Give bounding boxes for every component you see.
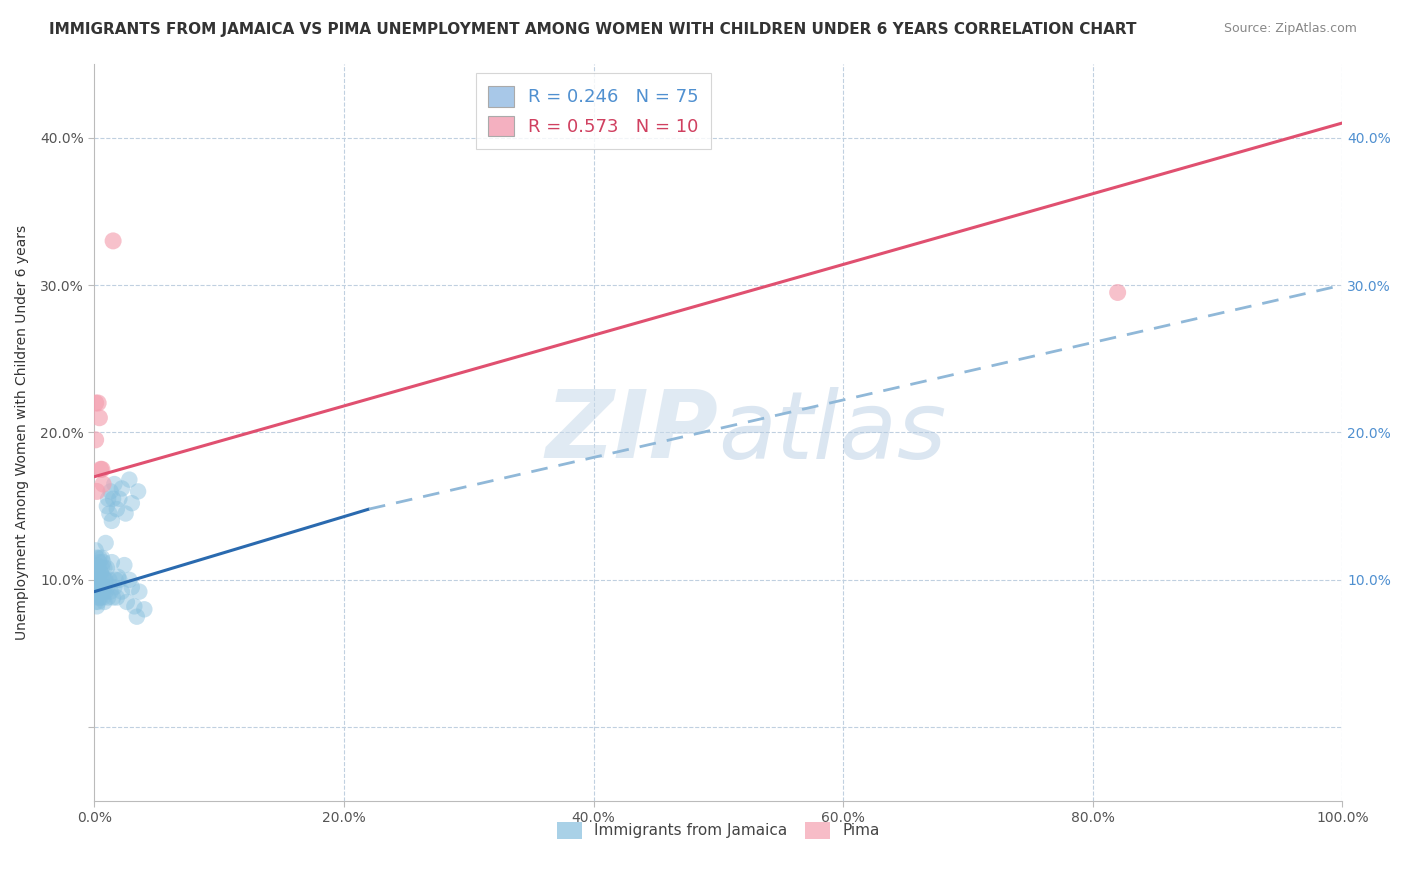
Point <box>103 477 125 491</box>
Legend: Immigrants from Jamaica, Pima: Immigrants from Jamaica, Pima <box>551 816 886 845</box>
Point <box>90 561 112 575</box>
Point <box>91 555 114 569</box>
Point <box>87 561 110 575</box>
Point <box>125 609 148 624</box>
Point <box>90 580 112 594</box>
Point <box>84 595 107 609</box>
Point <box>90 462 112 476</box>
Point <box>98 507 121 521</box>
Point <box>84 588 107 602</box>
Point <box>134 602 156 616</box>
Point <box>91 477 114 491</box>
Point <box>121 496 143 510</box>
Point <box>90 462 112 476</box>
Point <box>101 491 124 506</box>
Point <box>105 502 128 516</box>
Point <box>101 555 124 569</box>
Point <box>105 591 128 605</box>
Y-axis label: Unemployment Among Women with Children Under 6 years: Unemployment Among Women with Children U… <box>15 225 30 640</box>
Point <box>112 558 135 573</box>
Point <box>97 591 120 605</box>
Point <box>104 573 127 587</box>
Point <box>84 433 107 447</box>
Point <box>118 573 141 587</box>
Point <box>94 536 117 550</box>
Point <box>89 573 111 587</box>
Point <box>90 573 112 587</box>
Point <box>91 570 114 584</box>
Point <box>1107 285 1129 300</box>
Point <box>87 595 110 609</box>
Point <box>93 580 115 594</box>
Point <box>87 584 110 599</box>
Point <box>93 595 115 609</box>
Point <box>100 584 122 599</box>
Point <box>114 507 136 521</box>
Point <box>94 573 117 587</box>
Point <box>101 514 124 528</box>
Point <box>90 591 112 605</box>
Point <box>108 573 131 587</box>
Point <box>128 584 150 599</box>
Point <box>90 584 112 599</box>
Point <box>124 599 146 614</box>
Point <box>107 570 129 584</box>
Point <box>86 599 108 614</box>
Text: atlas: atlas <box>718 387 946 478</box>
Point <box>111 584 134 599</box>
Point <box>90 580 112 594</box>
Point <box>100 484 122 499</box>
Point <box>97 491 120 506</box>
Point <box>94 584 117 599</box>
Point <box>87 396 110 410</box>
Point <box>87 561 110 575</box>
Point <box>93 573 115 587</box>
Point <box>87 573 110 587</box>
Point <box>90 550 112 565</box>
Point <box>93 561 115 575</box>
Point <box>127 484 149 499</box>
Point <box>118 473 141 487</box>
Point <box>108 491 131 506</box>
Text: ZIP: ZIP <box>546 386 718 478</box>
Text: IMMIGRANTS FROM JAMAICA VS PIMA UNEMPLOYMENT AMONG WOMEN WITH CHILDREN UNDER 6 Y: IMMIGRANTS FROM JAMAICA VS PIMA UNEMPLOY… <box>49 22 1136 37</box>
Point <box>103 580 125 594</box>
Point <box>90 566 112 580</box>
Point <box>91 591 114 605</box>
Point <box>84 573 107 587</box>
Point <box>84 543 107 558</box>
Point <box>121 580 143 594</box>
Point <box>111 482 134 496</box>
Point <box>101 591 124 605</box>
Point <box>86 484 108 499</box>
Point <box>89 550 111 565</box>
Point <box>90 566 112 580</box>
Point <box>101 234 124 248</box>
Point <box>86 550 108 565</box>
Point <box>89 555 111 569</box>
Point <box>86 580 108 594</box>
Point <box>96 499 118 513</box>
Point <box>96 561 118 575</box>
Point <box>89 410 111 425</box>
Point <box>84 580 107 594</box>
Point <box>115 595 138 609</box>
Point <box>98 573 121 587</box>
Point <box>86 558 108 573</box>
Point <box>89 575 111 590</box>
Point <box>96 580 118 594</box>
Point <box>86 591 108 605</box>
Text: Source: ZipAtlas.com: Source: ZipAtlas.com <box>1223 22 1357 36</box>
Point <box>84 396 107 410</box>
Point <box>84 566 107 580</box>
Point <box>89 591 111 605</box>
